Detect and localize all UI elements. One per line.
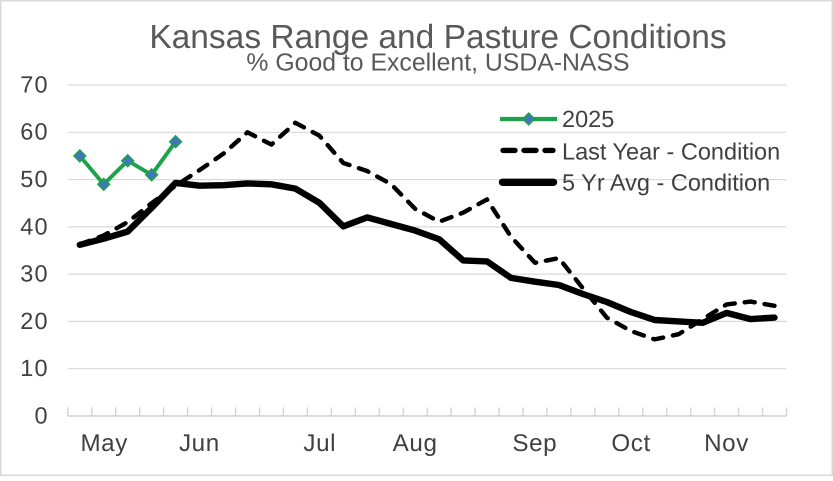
svg-text:Nov: Nov: [704, 430, 749, 457]
svg-text:0: 0: [35, 402, 49, 428]
svg-text:Jun: Jun: [179, 430, 220, 457]
svg-text:20: 20: [20, 308, 49, 334]
svg-text:Sep: Sep: [512, 430, 557, 457]
svg-text:5 Yr Avg - Condition: 5 Yr Avg - Condition: [562, 169, 770, 195]
svg-text:40: 40: [20, 213, 49, 239]
svg-text:% Good to Excellent, USDA-NASS: % Good to Excellent, USDA-NASS: [246, 50, 629, 77]
svg-text:50: 50: [20, 166, 49, 192]
svg-text:60: 60: [20, 119, 49, 145]
svg-text:Oct: Oct: [611, 430, 650, 457]
svg-text:2025: 2025: [562, 106, 614, 132]
svg-text:May: May: [80, 430, 128, 457]
svg-text:Aug: Aug: [393, 430, 438, 457]
svg-text:30: 30: [20, 261, 49, 287]
svg-text:Last Year - Condition: Last Year - Condition: [562, 139, 780, 165]
svg-text:Jul: Jul: [303, 430, 336, 457]
svg-text:10: 10: [20, 355, 49, 381]
svg-text:70: 70: [20, 71, 49, 97]
svg-text:Kansas Range and Pasture Condi: Kansas Range and Pasture Conditions: [149, 19, 726, 56]
